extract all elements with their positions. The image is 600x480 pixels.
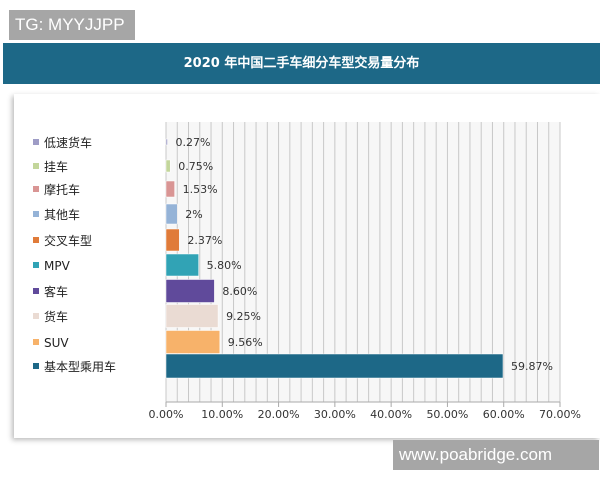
- legend-label: 基本型乘用车: [44, 359, 116, 374]
- legend-label: SUV: [44, 336, 69, 350]
- data-label: 2.37%: [187, 234, 222, 247]
- legend-swatch: [33, 163, 39, 169]
- legend-swatch: [33, 186, 39, 192]
- x-tick-label: 20.00%: [258, 408, 300, 421]
- legend-label: 摩托车: [44, 182, 80, 197]
- legend-label: 挂车: [44, 159, 68, 174]
- data-label: 59.87%: [511, 360, 553, 373]
- legend-swatch: [33, 288, 39, 294]
- bar-3: [165, 203, 178, 225]
- data-label: 0.75%: [178, 160, 213, 173]
- legend-swatch: [33, 139, 39, 145]
- bar-8: [165, 330, 221, 354]
- data-label: 8.60%: [222, 285, 257, 298]
- bar-1: [165, 159, 171, 173]
- legend-label: 其他车: [44, 207, 80, 222]
- watermark-bottom: www.poabridge.com: [393, 440, 599, 470]
- x-tick-label: 10.00%: [201, 408, 243, 421]
- legend-swatch: [33, 262, 39, 268]
- x-tick-label: 70.00%: [539, 408, 581, 421]
- legend-label: 客车: [44, 284, 68, 299]
- bar-7: [165, 304, 219, 328]
- data-label: 2%: [185, 208, 202, 221]
- legend-label: 货车: [44, 309, 68, 324]
- data-label: 1.53%: [183, 183, 218, 196]
- legend-label: 低速货车: [44, 135, 92, 150]
- bar-5: [165, 253, 199, 277]
- legend-label: MPV: [44, 259, 71, 273]
- legend-swatch: [33, 211, 39, 217]
- data-label: 9.25%: [226, 310, 261, 323]
- x-tick-label: 50.00%: [426, 408, 468, 421]
- x-tick-label: 30.00%: [314, 408, 356, 421]
- bar-0: [165, 138, 168, 146]
- data-label: 5.80%: [207, 259, 242, 272]
- watermark-top: TG: MYYJJPP: [9, 10, 135, 40]
- legend-label: 交叉车型: [44, 233, 92, 248]
- data-label: 0.27%: [176, 136, 211, 149]
- x-tick-label: 40.00%: [370, 408, 412, 421]
- legend-swatch: [33, 237, 39, 243]
- legend-swatch: [33, 313, 39, 319]
- data-label: 9.56%: [228, 336, 263, 349]
- legend-swatch: [33, 339, 39, 345]
- x-tick-label: 0.00%: [149, 408, 184, 421]
- bar-2: [165, 180, 175, 198]
- legend-swatch: [33, 363, 39, 369]
- bar-4: [165, 228, 180, 252]
- bar-9: [165, 353, 504, 379]
- bar-6: [165, 279, 215, 303]
- chart-title: 2020 年中国二手车细分车型交易量分布: [3, 43, 600, 84]
- x-tick-label: 60.00%: [483, 408, 525, 421]
